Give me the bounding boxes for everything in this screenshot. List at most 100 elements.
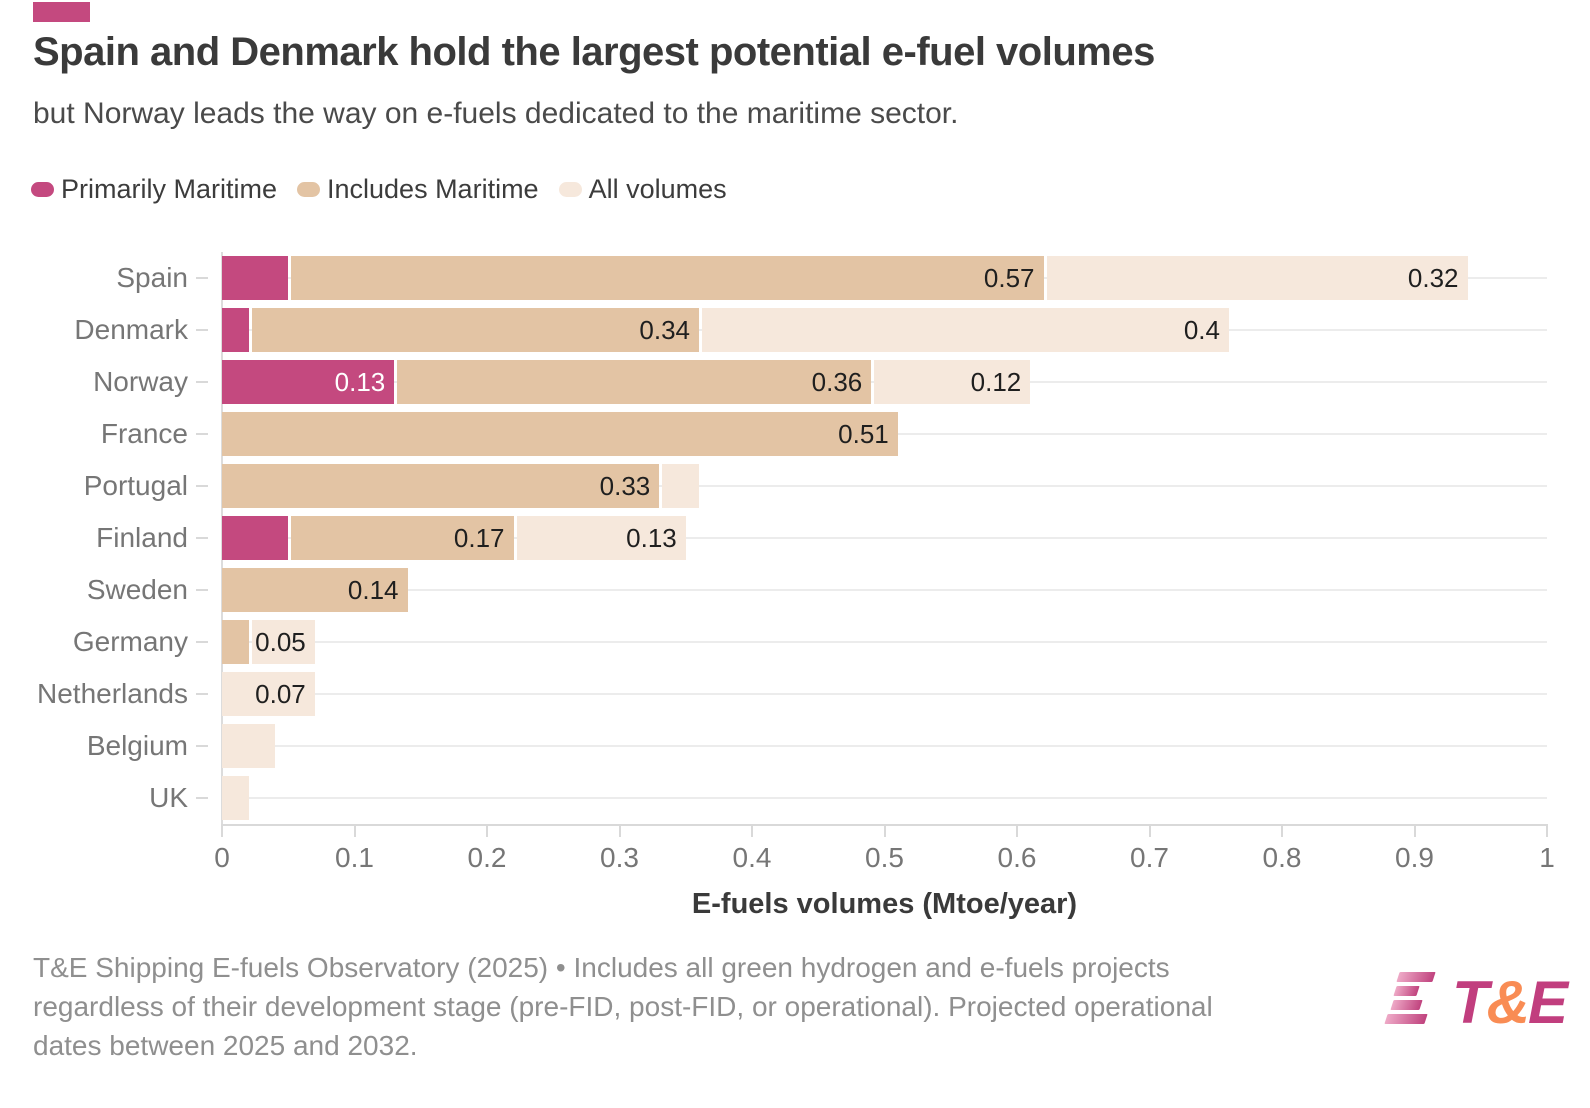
x-tick-mark (751, 824, 753, 837)
gridline (222, 693, 1547, 695)
category-label: Spain (116, 262, 188, 293)
x-tick-mark (618, 824, 621, 837)
bar-stack: 0.34 0.4 (222, 308, 1547, 352)
bar-netherlands-all-volumes: 0.07 (222, 672, 315, 716)
legend-item-includes-maritime: Includes Maritime (297, 174, 539, 205)
bar-track: 0.14 (222, 564, 1547, 616)
source-note-line: regardless of their development stage (p… (33, 991, 1213, 1022)
bar-sweden-includes-maritime: 0.14 (222, 568, 408, 612)
category-tick-mark (196, 745, 208, 747)
chart-row-france: France 0.51 (0, 408, 1547, 460)
bar-belgium-all-volumes (222, 724, 275, 768)
chart-row-denmark: Denmark 0.34 0.4 (0, 304, 1547, 356)
bar-portugal-includes-maritime: 0.33 (222, 464, 660, 508)
category-tick (188, 589, 222, 591)
x-axis: E-fuels volumes (Mtoe/year) 0 0.1 0.2 0.3 0.… (214, 824, 1555, 954)
category-label: France (100, 418, 188, 449)
bar-value-label: 0.17 (453, 522, 505, 553)
category-label: Portugal (83, 470, 188, 501)
x-tick-mark (486, 824, 488, 837)
category-tick-mark (196, 641, 208, 643)
category-tick-mark (196, 797, 208, 799)
x-tick-label: 0.7 (1130, 842, 1169, 873)
bar-portugal-all-volumes (662, 464, 699, 508)
chart-row-uk: UK (0, 772, 1547, 824)
logo-letter-e: E (1528, 969, 1568, 1036)
bar-track: 0.33 (222, 460, 1547, 512)
legend-item-all-volumes: All volumes (558, 174, 727, 205)
source-note-line: dates between 2025 and 2032. (33, 1030, 418, 1061)
bar-stack: 0.17 0.13 (222, 516, 1547, 560)
x-tick-mark (1281, 824, 1283, 837)
x-tick-label: 1 (1539, 842, 1555, 873)
bar-stack: 0.07 (222, 672, 1547, 716)
bar-value-label: 0.4 (1183, 314, 1220, 345)
bar-value-label: 0.33 (599, 470, 651, 501)
chart-row-norway: Norway 0.13 0.36 0.12 (0, 356, 1547, 408)
legend-swatch-includes-maritime-icon (297, 182, 320, 197)
bar-track: 0.57 0.32 (222, 252, 1547, 304)
category-label: Sweden (86, 574, 188, 605)
category-label: Norway (93, 366, 188, 397)
logo-stripe (1393, 986, 1420, 996)
category-tick-mark (196, 693, 208, 695)
category-label: Netherlands (37, 678, 188, 709)
chart-row-belgium: Belgium (0, 720, 1547, 772)
bar-spain-all-volumes: 0.32 (1046, 256, 1468, 300)
bar-finland-all-volumes: 0.13 (516, 516, 686, 560)
category-tick (188, 381, 222, 383)
x-tick-label: 0.3 (600, 842, 639, 873)
x-tick-mark (1016, 824, 1018, 837)
bar-germany-includes-maritime (222, 620, 249, 664)
bar-track: 0.51 (222, 408, 1547, 460)
te-logo-stripes-icon (1384, 972, 1440, 1034)
bar-stack (222, 724, 1547, 768)
gridline (222, 537, 1547, 539)
legend-label: Primarily Maritime (61, 174, 277, 204)
brand-accent-bar (33, 2, 90, 22)
logo-stripe (1390, 1000, 1423, 1010)
chart-rows: Spain 0.57 0.32 Denmark 0.34 0.4 Norway 0.13 0.3… (0, 252, 1547, 824)
bar-value-label: 0.12 (970, 366, 1022, 397)
logo-stripe (1384, 1014, 1428, 1024)
bar-track: 0.34 0.4 (222, 304, 1547, 356)
category-tick (188, 485, 222, 487)
x-axis-title: E-fuels volumes (Mtoe/year) (691, 888, 1078, 920)
legend-swatch-primarily-maritime-icon (31, 182, 54, 197)
legend-label: Includes Maritime (327, 174, 539, 204)
bar-track (222, 720, 1547, 772)
te-logo: T&E (1384, 969, 1568, 1036)
category-tick-mark (196, 381, 208, 383)
x-tick-mark (1413, 824, 1416, 837)
category-tick-mark (196, 433, 208, 435)
bar-value-label: 0.57 (983, 262, 1035, 293)
bar-track: 0.05 (222, 616, 1547, 668)
x-tick-label: 0.6 (997, 842, 1037, 873)
gridline (222, 745, 1547, 747)
bar-track: 0.07 (222, 668, 1547, 720)
bar-value-label: 0.34 (639, 314, 690, 345)
bar-value-label: 0.51 (838, 418, 889, 449)
category-label: Finland (96, 522, 188, 553)
legend: Primarily Maritime Includes Maritime All… (31, 174, 727, 205)
bar-value-label: 0.13 (626, 522, 677, 553)
x-tick-label: 0.1 (335, 842, 374, 873)
bar-stack: 0.57 0.32 (222, 256, 1547, 300)
bar-value-label: 0.14 (347, 574, 399, 605)
bar-stack (222, 776, 1547, 820)
bar-track: 0.17 0.13 (222, 512, 1547, 564)
x-tick-mark (1546, 824, 1548, 837)
bar-norway-all-volumes: 0.12 (874, 360, 1031, 404)
bar-spain-includes-maritime: 0.57 (291, 256, 1044, 300)
category-tick-mark (196, 329, 208, 331)
gridline (222, 797, 1547, 799)
logo-letter-amp: & (1486, 969, 1530, 1036)
category-tick (188, 797, 222, 799)
x-tick-label: 0.2 (467, 842, 507, 873)
bar-stack: 0.33 (222, 464, 1547, 508)
category-tick (188, 537, 222, 539)
bar-denmark-includes-maritime: 0.34 (251, 308, 699, 352)
bar-value-label: 0.07 (255, 678, 306, 709)
page-subtitle: but Norway leads the way on e-fuels dedi… (33, 97, 959, 130)
